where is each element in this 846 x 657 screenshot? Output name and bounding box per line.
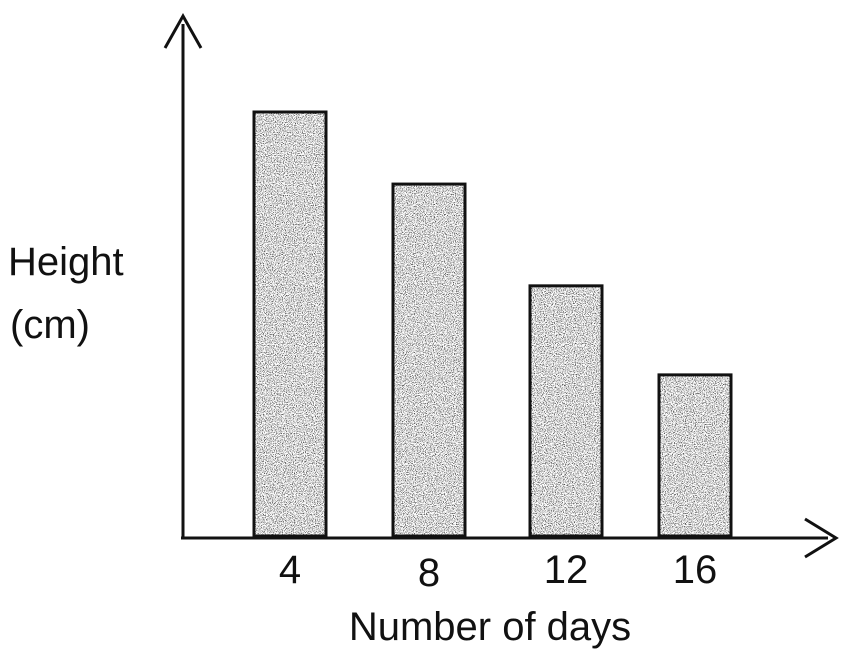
axes	[163, 12, 839, 559]
x-tick-label-4: 4	[279, 548, 301, 592]
bar-outline-day-4	[252, 110, 328, 538]
bar-day-16	[659, 374, 731, 536]
bar-outline-day-12	[528, 284, 604, 538]
x-tick-labels: 4 8 12 16	[279, 548, 717, 595]
y-axis-title: Height (cm)	[8, 240, 124, 347]
y-axis-arrowhead	[163, 12, 203, 49]
x-axis-arrowhead	[804, 517, 839, 559]
bar-day-4	[254, 112, 326, 536]
x-tick-label-16: 16	[673, 548, 718, 592]
y-axis-title-line-1: Height	[8, 240, 124, 284]
bar-outline-day-8	[391, 182, 467, 538]
bar-day-8	[393, 184, 465, 536]
bars	[252, 110, 733, 538]
x-axis-title: Number of days	[349, 605, 631, 649]
x-tick-label-8: 8	[418, 551, 440, 595]
bar-outline-day-16	[657, 373, 733, 538]
bar-day-12	[530, 285, 602, 536]
x-tick-label-12: 12	[544, 548, 589, 592]
y-axis-title-line-2: (cm)	[10, 303, 90, 347]
